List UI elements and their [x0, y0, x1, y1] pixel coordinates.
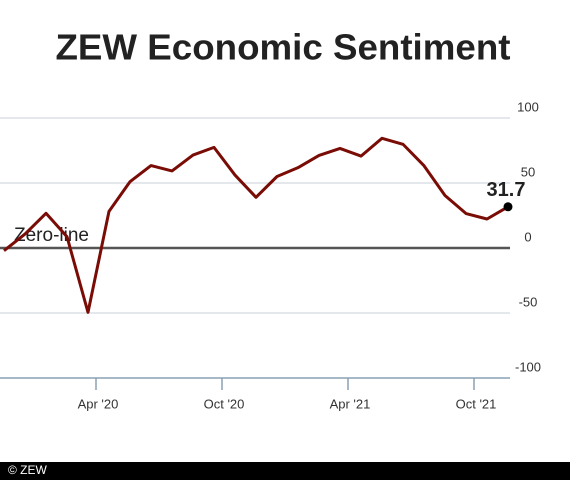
x-tick-label: Apr '20 — [78, 396, 119, 411]
x-tick-label: Oct '21 — [456, 396, 497, 411]
y-tick-label: -100 — [515, 359, 541, 374]
line — [3, 136, 509, 314]
data-label: 31.7 — [487, 179, 526, 201]
x-tick-label: Oct '20 — [204, 396, 245, 411]
y-tick-label: 0 — [524, 229, 531, 244]
y-tick-label: 100 — [517, 99, 539, 114]
footer-bar — [0, 462, 570, 480]
source: © ZEW — [8, 463, 48, 477]
y-tick-label: 50 — [521, 164, 535, 179]
end-marker — [503, 202, 513, 212]
chart-title: ZEW Economic Sentiment — [56, 27, 511, 68]
annotation: Zero-line — [14, 225, 89, 246]
x-tick-label: Apr '21 — [330, 396, 371, 411]
y-tick-label: -50 — [519, 294, 538, 309]
